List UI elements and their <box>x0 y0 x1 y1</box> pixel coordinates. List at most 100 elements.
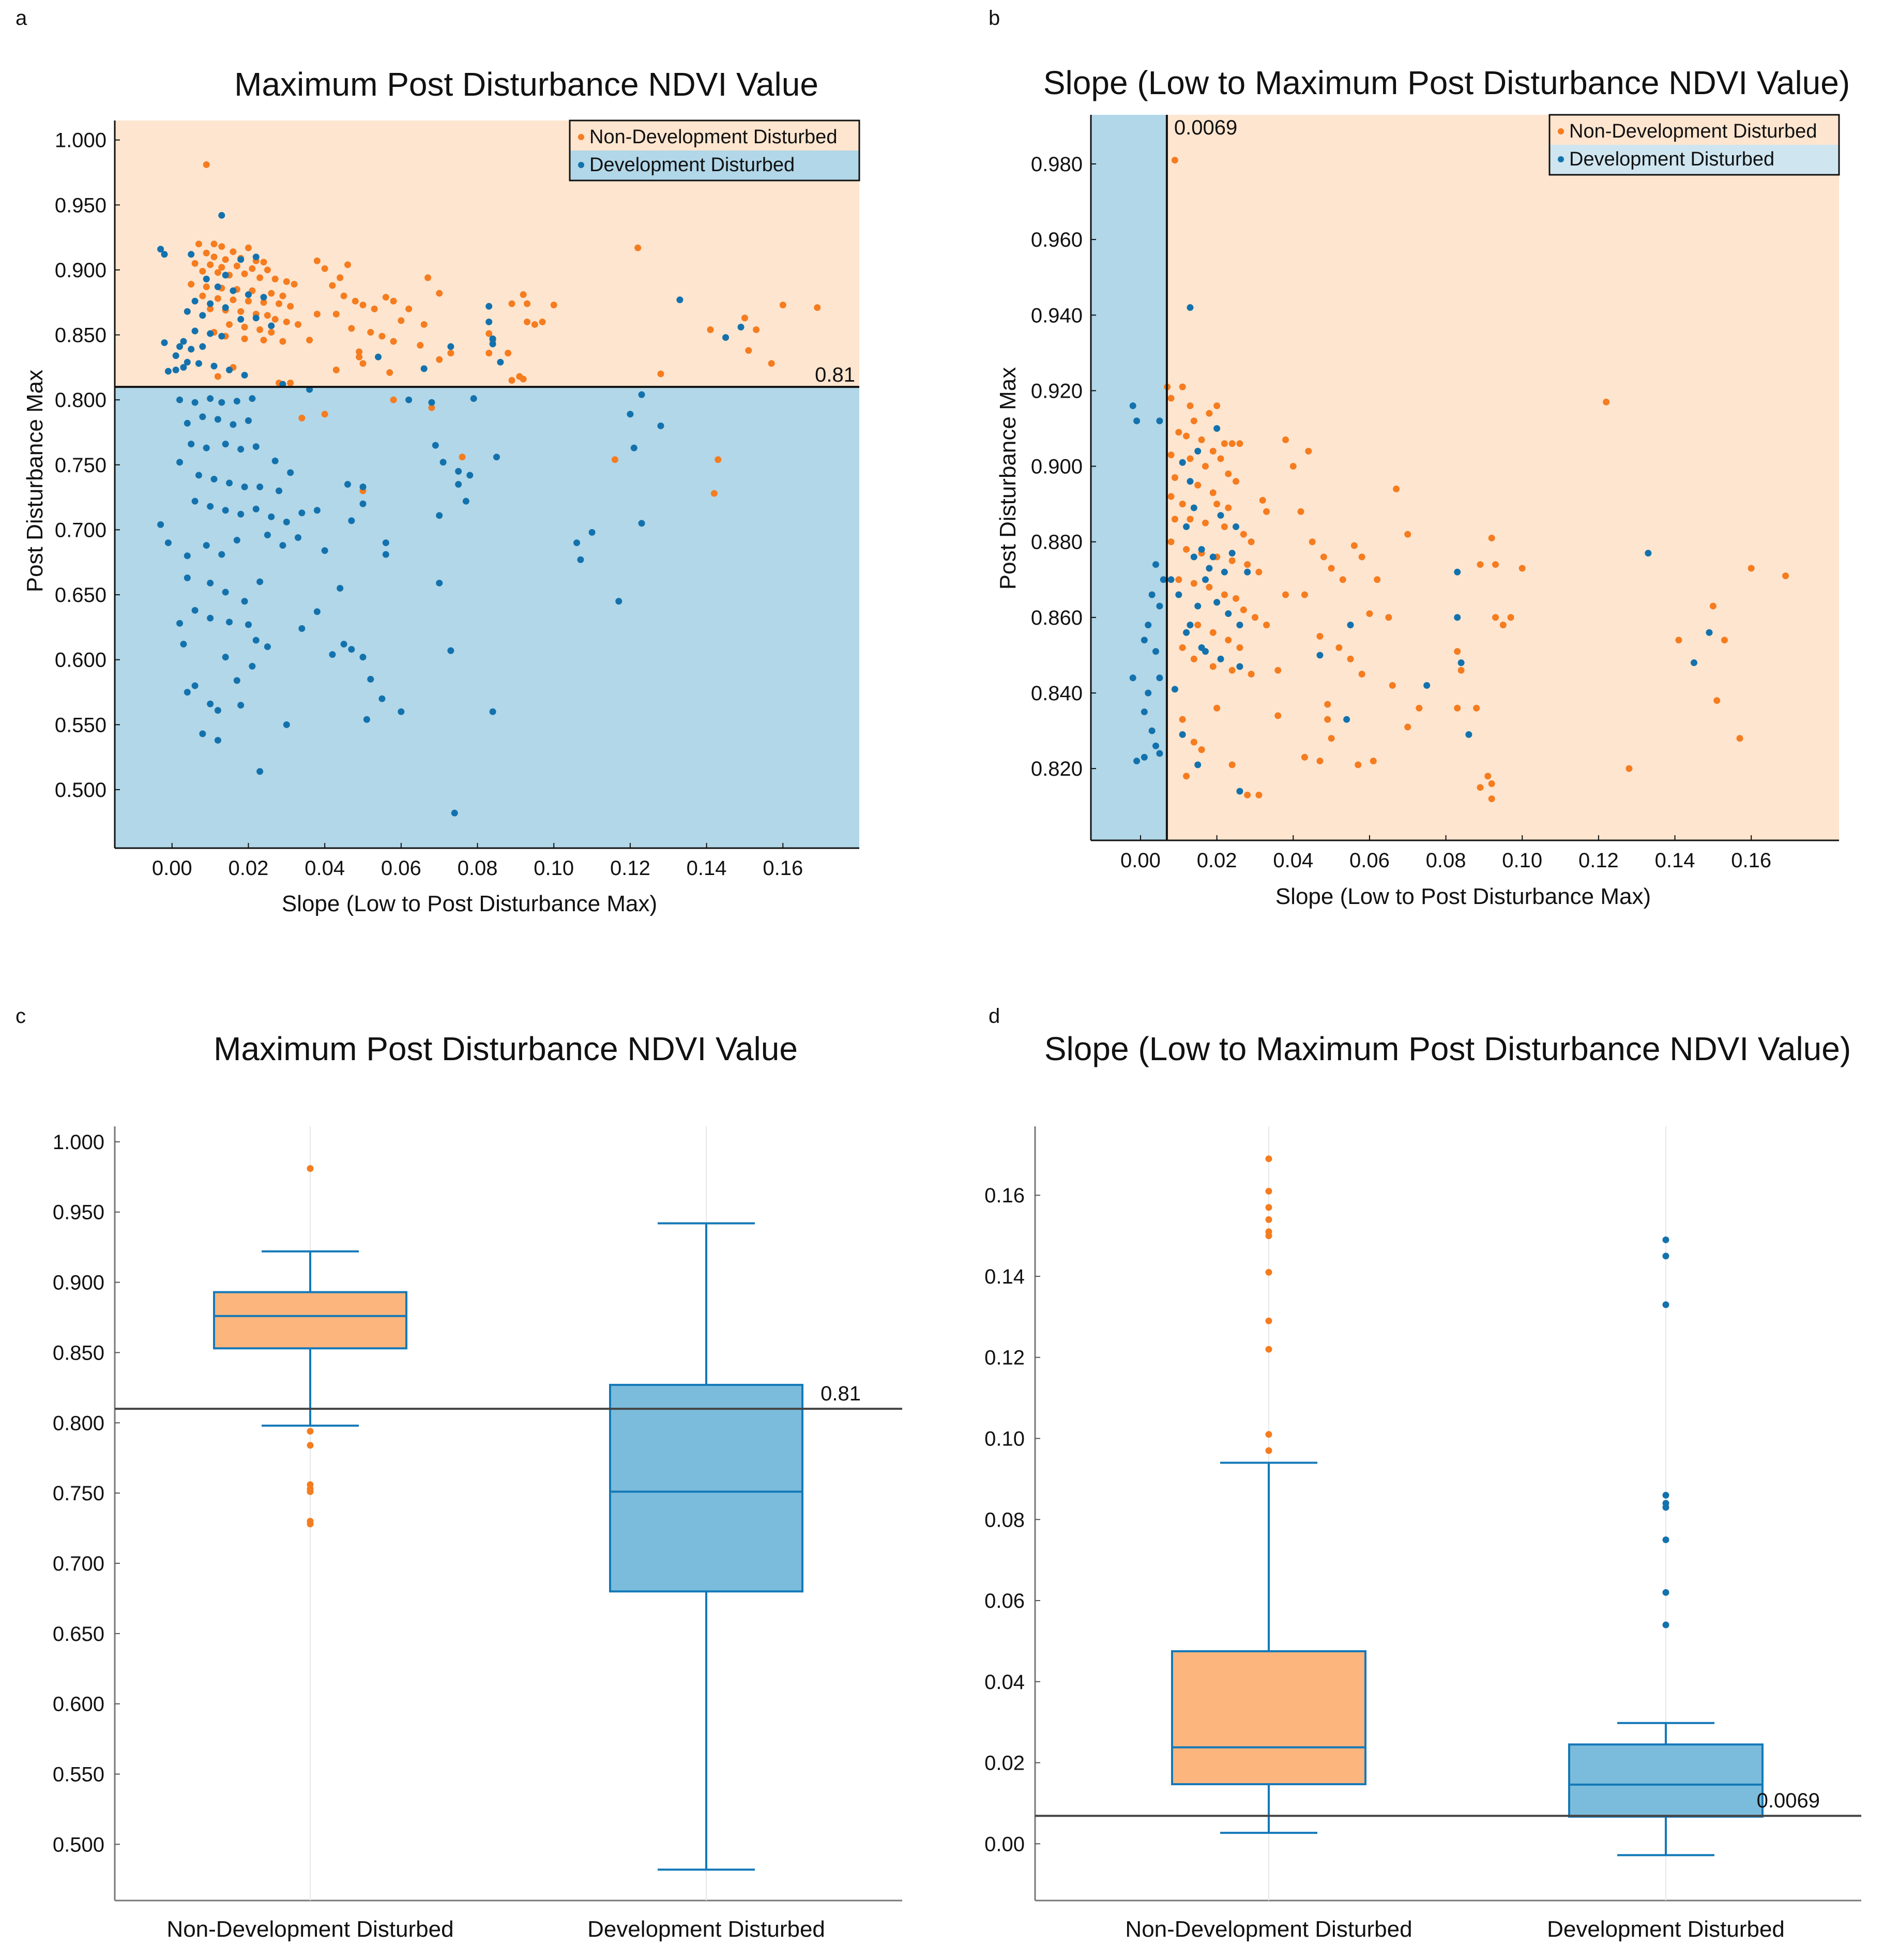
x-tick-label: 0.02 <box>229 857 269 880</box>
panel-c-category-development: Development Disturbed <box>587 1917 825 1942</box>
point-non-development-disturbed <box>1228 667 1236 674</box>
panel-d-label: d <box>989 1005 1000 1028</box>
x-tick-label: 0.00 <box>152 857 192 880</box>
point-non-development-disturbed <box>203 283 210 291</box>
y-tick-label: 1.000 <box>53 1131 104 1154</box>
point-non-development-disturbed <box>814 304 821 311</box>
y-tick-label: 1.000 <box>55 129 107 152</box>
point-development-disturbed <box>164 368 172 375</box>
panel-a-legend: Non-Development Disturbed Development Di… <box>569 119 860 182</box>
legend-marker-development <box>1558 156 1564 162</box>
point-non-development-disturbed <box>188 281 195 288</box>
point-development-disturbed <box>1225 610 1232 617</box>
point-development-disturbed <box>184 574 191 581</box>
point-development-disturbed <box>1645 550 1652 557</box>
x-tick-label: 0.06 <box>1349 849 1390 872</box>
outlier-non-development-disturbed <box>1265 1269 1272 1276</box>
y-tick-label: 0.12 <box>984 1347 1025 1369</box>
panel-d-threshold-label: 0.0069 <box>1757 1789 1820 1812</box>
legend-entry-background <box>570 120 859 150</box>
point-development-disturbed <box>1171 686 1178 693</box>
point-non-development-disturbed <box>1202 463 1209 470</box>
panel-d-category-development: Development Disturbed <box>1547 1917 1785 1942</box>
point-non-development-disturbed <box>1328 565 1335 572</box>
point-non-development-disturbed <box>1221 523 1228 530</box>
box-non-development-disturbed <box>1171 1650 1366 1786</box>
point-non-development-disturbed <box>508 300 515 307</box>
x-tick-label: 0.00 <box>1120 849 1161 872</box>
point-development-disturbed <box>172 366 179 373</box>
point-development-disturbed <box>1233 523 1240 530</box>
point-development-disturbed <box>1145 689 1152 697</box>
point-non-development-disturbed <box>1171 157 1178 164</box>
point-development-disturbed <box>1217 512 1224 519</box>
point-development-disturbed <box>638 391 645 398</box>
point-non-development-disturbed <box>1335 644 1343 651</box>
y-tick-label: 0.800 <box>55 389 107 412</box>
point-development-disturbed <box>382 551 389 558</box>
point-development-disturbed <box>214 416 221 423</box>
point-development-disturbed <box>1213 425 1221 432</box>
point-development-disturbed <box>313 507 321 514</box>
point-development-disturbed <box>1221 568 1228 576</box>
point-non-development-disturbed <box>344 261 351 268</box>
point-development-disturbed <box>199 730 206 737</box>
point-non-development-disturbed <box>329 282 336 289</box>
point-development-disturbed <box>222 507 229 514</box>
point-non-development-disturbed <box>1454 648 1461 655</box>
point-non-development-disturbed <box>398 317 405 324</box>
point-development-disturbed <box>321 547 328 554</box>
point-development-disturbed <box>222 272 229 279</box>
point-development-disturbed <box>180 364 187 371</box>
point-non-development-disturbed <box>520 375 527 383</box>
x-tick-label: 0.14 <box>687 857 727 880</box>
point-non-development-disturbed <box>1228 761 1236 768</box>
point-development-disturbed <box>432 442 439 449</box>
point-development-disturbed <box>1167 576 1175 583</box>
point-non-development-disturbed <box>1179 383 1186 390</box>
point-non-development-disturbed <box>1167 538 1175 546</box>
panel-a-threshold: 0.81 <box>115 364 859 388</box>
point-development-disturbed <box>1706 629 1713 636</box>
point-development-disturbed <box>191 607 199 614</box>
point-development-disturbed <box>188 441 195 448</box>
x-tick-label: 0.10 <box>534 857 574 880</box>
point-non-development-disturbed <box>352 297 359 305</box>
point-development-disturbed <box>378 695 386 702</box>
outlier-non-development-disturbed <box>307 1428 314 1435</box>
point-development-disturbed <box>363 716 370 723</box>
point-non-development-disturbed <box>271 276 279 283</box>
point-non-development-disturbed <box>1171 474 1178 481</box>
point-non-development-disturbed <box>1358 553 1365 561</box>
point-non-development-disturbed <box>1183 773 1190 780</box>
point-development-disturbed <box>1133 758 1141 765</box>
point-non-development-disturbed <box>1477 561 1484 568</box>
panel-c-threshold-label: 0.81 <box>821 1382 861 1405</box>
point-development-disturbed <box>447 343 454 350</box>
point-development-disturbed <box>264 643 271 651</box>
point-development-disturbed <box>283 518 290 525</box>
point-non-development-disturbed <box>279 292 286 299</box>
outlier-non-development-disturbed <box>1265 1317 1272 1324</box>
non-development-disturbed-region <box>1166 115 1839 840</box>
point-non-development-disturbed <box>264 266 271 274</box>
point-development-disturbed <box>375 353 382 360</box>
outlier-non-development-disturbed <box>307 1520 314 1528</box>
y-tick-label: 0.940 <box>1031 304 1083 327</box>
legend-entry-background <box>1549 115 1839 145</box>
outlier-non-development-disturbed <box>1265 1216 1272 1223</box>
point-non-development-disturbed <box>428 404 435 411</box>
point-non-development-disturbed <box>1225 637 1232 644</box>
y-tick-label: 0.550 <box>55 714 107 736</box>
point-development-disturbed <box>462 497 469 505</box>
point-development-disturbed <box>245 291 252 298</box>
x-tick-label: 0.08 <box>1426 849 1466 872</box>
point-non-development-disturbed <box>1713 697 1721 704</box>
point-development-disturbed <box>1141 753 1148 761</box>
point-non-development-disturbed <box>241 270 248 277</box>
point-non-development-disturbed <box>203 161 210 168</box>
point-development-disturbed <box>207 395 214 402</box>
point-development-disturbed <box>1236 663 1243 670</box>
point-development-disturbed <box>455 468 462 475</box>
point-development-disturbed <box>436 579 443 586</box>
